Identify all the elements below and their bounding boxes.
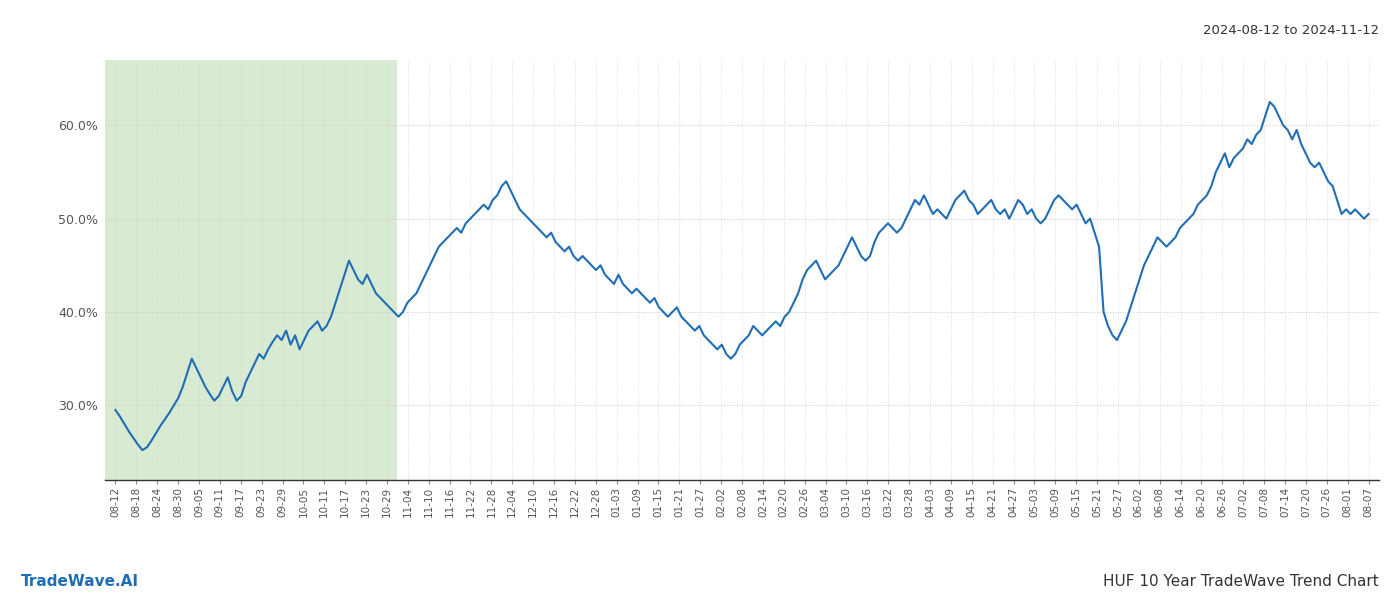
Bar — [105, 60, 398, 480]
Text: 2024-08-12 to 2024-11-12: 2024-08-12 to 2024-11-12 — [1203, 24, 1379, 37]
Text: TradeWave.AI: TradeWave.AI — [21, 574, 139, 589]
Text: HUF 10 Year TradeWave Trend Chart: HUF 10 Year TradeWave Trend Chart — [1103, 574, 1379, 589]
